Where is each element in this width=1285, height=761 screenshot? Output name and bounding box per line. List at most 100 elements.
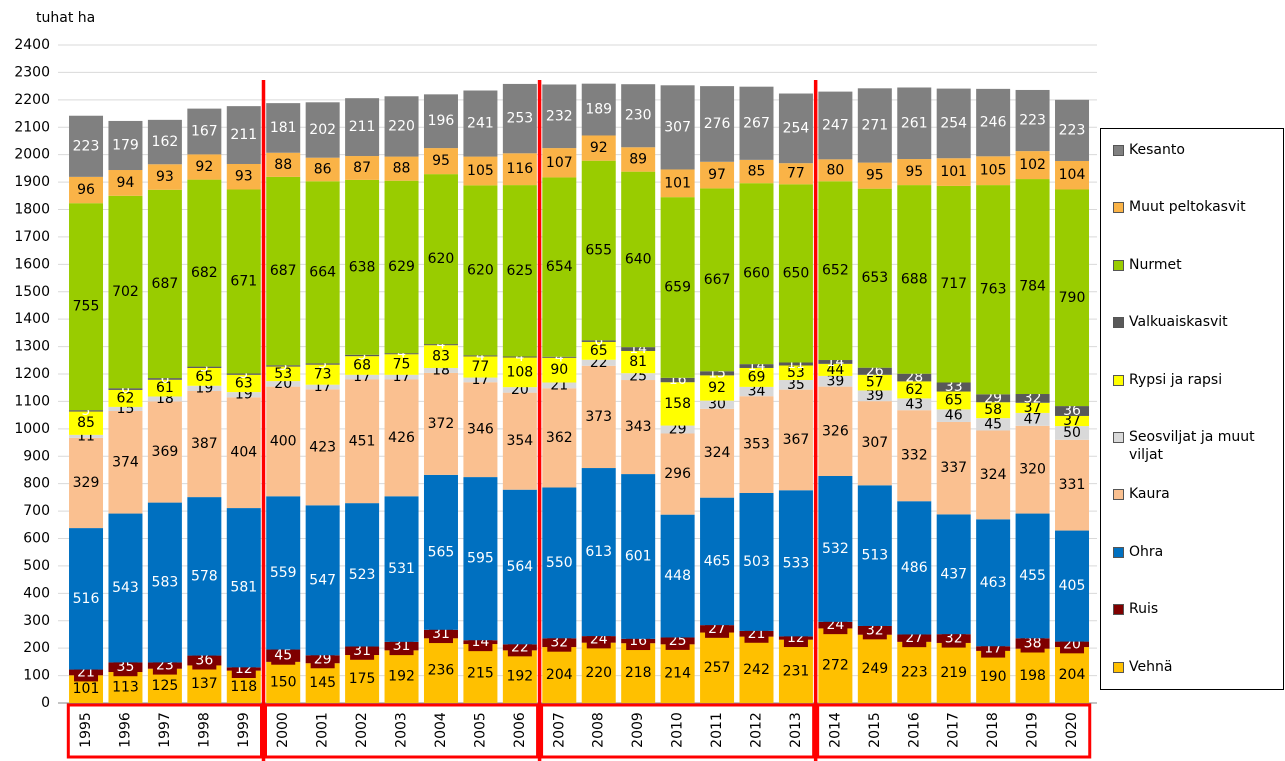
value-label: 369 [152, 444, 179, 460]
bar-segment [700, 408, 735, 498]
value-label: 47 [1024, 411, 1042, 427]
bar-segment [187, 665, 222, 703]
y-tick-label: 800 [23, 476, 50, 492]
bar-segment [1015, 425, 1050, 514]
y-tick-label: 100 [23, 668, 50, 684]
value-label: 196 [428, 113, 455, 129]
value-label: 92 [195, 159, 213, 175]
bar-segment [502, 356, 537, 358]
bar-segment [384, 96, 419, 157]
value-label: 204 [546, 667, 573, 683]
legend-label: Rypsi ja rapsi [1129, 371, 1223, 388]
bar-segment [384, 180, 419, 354]
value-label: 53 [274, 366, 292, 382]
legend-swatch [1113, 259, 1124, 271]
bar-segment [542, 647, 577, 703]
value-label: 374 [112, 454, 139, 470]
value-label: 543 [112, 580, 139, 596]
bar-segment [305, 102, 340, 158]
value-label: 32 [866, 622, 884, 638]
value-label: 595 [467, 551, 494, 567]
value-label: 343 [625, 419, 652, 435]
bar-segment [502, 650, 537, 703]
bar-segment [69, 528, 104, 670]
value-label: 254 [940, 115, 967, 131]
bar-segment [581, 341, 616, 360]
bar-segment [778, 490, 813, 637]
bar-segment [1015, 513, 1050, 639]
value-label: 516 [73, 591, 100, 607]
bar-segment [345, 356, 380, 375]
legend-swatch [1113, 317, 1124, 329]
bar-segment [581, 340, 616, 342]
value-label: 102 [1019, 157, 1046, 173]
bar-segment [976, 650, 1011, 703]
bar-segment [266, 176, 301, 366]
x-tick-label: 2017 [946, 712, 962, 748]
bar-segment [266, 496, 301, 650]
bar-segment [345, 354, 380, 357]
value-label: 230 [625, 108, 652, 124]
value-label: 39 [826, 373, 844, 389]
bar-segment [108, 411, 143, 514]
x-tick-label: 2010 [670, 712, 686, 748]
bar-segment [384, 156, 419, 181]
value-label: 62 [905, 382, 923, 398]
bar-segment [818, 475, 853, 622]
legend-item: Rypsi ja rapsi [1113, 371, 1278, 389]
value-label: 88 [393, 161, 411, 177]
bar-segment [1055, 406, 1090, 416]
bar-segment [266, 381, 301, 387]
value-label: 307 [664, 119, 691, 135]
legend-label: Ohra [1129, 543, 1164, 560]
bar-segment [463, 477, 498, 641]
value-label: 85 [748, 164, 766, 180]
bar-segment [778, 184, 813, 363]
bar-segment [463, 355, 498, 357]
value-label: 655 [585, 242, 612, 258]
bar-segment [423, 372, 458, 475]
bar-segment [226, 392, 261, 398]
x-tick-label: 2019 [1025, 712, 1041, 748]
x-tick-label: 2015 [867, 712, 883, 748]
bar-segment [581, 135, 616, 161]
value-label: 31 [432, 626, 450, 642]
group-box [540, 703, 816, 759]
value-label: 181 [270, 120, 297, 136]
value-label: 326 [822, 423, 849, 439]
value-label: 61 [156, 380, 174, 396]
value-label: 372 [428, 416, 455, 432]
bar-segment [542, 84, 577, 149]
bar-segment [778, 365, 813, 381]
value-label: 6 [160, 371, 169, 387]
bar-segment [621, 347, 656, 351]
value-label: 373 [585, 409, 612, 425]
value-label: 688 [901, 271, 928, 287]
value-label: 214 [664, 666, 691, 682]
value-label: 331 [1059, 477, 1086, 493]
legend-item: Muut peltokasvit [1113, 198, 1278, 216]
value-label: 220 [585, 665, 612, 681]
x-tick-label: 1995 [78, 712, 94, 748]
value-label: 790 [1059, 290, 1086, 306]
value-label: 190 [980, 669, 1007, 685]
value-label: 337 [940, 460, 967, 476]
value-label: 92 [708, 380, 726, 396]
value-label: 400 [270, 433, 297, 449]
x-tick-label: 2003 [394, 712, 410, 748]
bar-segment [581, 642, 616, 703]
bar-segment [423, 344, 458, 346]
value-label: 6 [121, 381, 130, 397]
value-label: 625 [506, 263, 533, 279]
bar-segment [857, 88, 892, 163]
bar-segment [818, 363, 853, 376]
bar-segment [1055, 530, 1090, 642]
value-label: 532 [822, 541, 849, 557]
x-tick-label: 2007 [551, 712, 567, 748]
bar-segment [897, 159, 932, 186]
value-label: 62 [117, 390, 135, 406]
bar-segment [778, 380, 813, 390]
value-label: 65 [945, 392, 963, 408]
bar-segment [147, 119, 182, 165]
bar-segment [305, 181, 340, 364]
